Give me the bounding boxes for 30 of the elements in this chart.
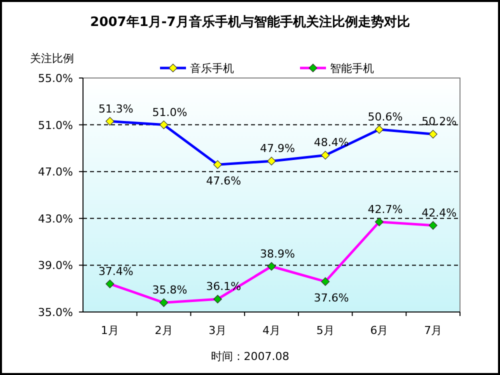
y-tick-label: 35.0% — [38, 306, 73, 319]
data-label: 35.8% — [152, 284, 188, 297]
x-tick-label: 1月 — [100, 324, 119, 337]
y-tick-label: 43.0% — [38, 212, 73, 226]
x-tick-label: 7月 — [424, 324, 442, 337]
data-label: 42.4% — [422, 206, 457, 220]
x-tick-label: 5月 — [316, 324, 334, 337]
data-label: 47.9% — [260, 142, 295, 156]
chart-title: 2007年1月-7月音乐手机与智能手机关注比例走势对比 — [90, 14, 410, 30]
x-tick-label: 3月 — [208, 324, 227, 337]
data-label: 37.6% — [314, 292, 349, 305]
data-label: 51.3% — [98, 102, 134, 116]
y-tick-label: 51.0% — [38, 118, 73, 132]
x-tick-label: 6月 — [370, 324, 388, 337]
x-tick-label: 2月 — [154, 324, 173, 337]
y-axis-title: 关注比例 — [30, 52, 74, 65]
legend-label: 音乐手机 — [190, 62, 234, 75]
y-tick-label: 39.0% — [38, 259, 73, 272]
data-label: 51.0% — [152, 106, 188, 119]
y-tick-label: 47.0% — [38, 166, 73, 179]
x-tick-label: 4月 — [262, 324, 280, 337]
text: 时间：2007.08 — [210, 350, 290, 363]
data-label: 50.6% — [368, 110, 403, 124]
data-label: 38.9% — [260, 247, 295, 260]
data-label: 42.7% — [368, 202, 403, 216]
data-label: 37.4% — [98, 264, 134, 278]
data-label: 48.4% — [314, 136, 349, 150]
legend-label: 智能手机 — [330, 62, 374, 75]
y-tick-label: 55.0% — [38, 72, 73, 85]
data-label: 47.6% — [206, 174, 242, 188]
